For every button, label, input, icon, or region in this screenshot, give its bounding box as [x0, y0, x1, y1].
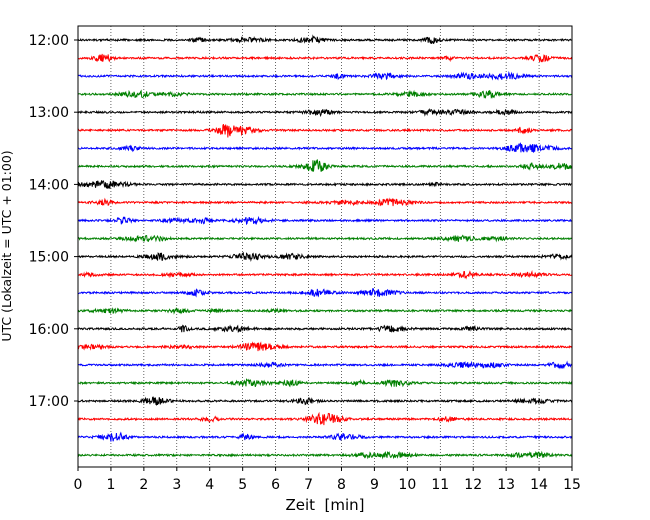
seismic-trace-1445: [77, 234, 573, 243]
y-tick-label: 16:00: [29, 322, 69, 338]
x-axis-label: Zeit [min]: [285, 496, 364, 514]
seismic-trace-1745: [77, 450, 573, 460]
seismic-trace-1530: [77, 288, 573, 298]
seismic-trace-1230: [77, 70, 573, 81]
seismic-trace-1615: [77, 341, 573, 352]
seismic-trace-1200: [77, 34, 573, 45]
y-tick-label: 12:00: [29, 33, 69, 49]
seismic-trace-1500: [77, 251, 573, 262]
x-tick-label: 14: [530, 477, 548, 493]
seismic-trace-1730: [77, 431, 573, 442]
seismic-trace-1245: [77, 89, 573, 99]
seismic-trace-1330: [77, 142, 573, 153]
plot-frame: [77, 25, 573, 468]
y-tick-label: 15:00: [29, 250, 69, 266]
seismic-trace-1345: [77, 159, 573, 172]
x-tick-label: 1: [106, 477, 115, 493]
x-tick-label: 8: [337, 477, 346, 493]
seismic-trace-1600: [77, 324, 573, 333]
seismic-trace-1415: [77, 197, 573, 207]
seismic-trace-1630: [77, 360, 573, 370]
seismic-traces: [77, 34, 573, 460]
x-tick-label: 13: [497, 477, 515, 493]
x-tick-label: 4: [205, 477, 214, 493]
seismic-trace-1715: [77, 411, 573, 426]
y-tick-label: 13:00: [29, 105, 69, 121]
x-tick-label: 7: [304, 477, 313, 493]
seismic-trace-1430: [77, 215, 573, 226]
y-axis-ticks: 12:00 13:00 14:00 15:00 16:00 17:00: [29, 33, 78, 410]
x-tick-label: 10: [398, 477, 416, 493]
x-tick-label: 12: [464, 477, 482, 493]
seismic-trace-1645: [77, 378, 573, 388]
x-tick-label: 2: [139, 477, 148, 493]
seismic-trace-1545: [77, 306, 573, 315]
seismic-trace-1400: [77, 179, 573, 189]
y-tick-label: 17:00: [29, 394, 69, 410]
x-tick-label: 3: [172, 477, 181, 493]
x-tick-label: 11: [431, 477, 449, 493]
seismic-trace-1700: [77, 396, 573, 406]
x-tick-label: 15: [563, 477, 581, 493]
x-axis-ticks: 0 1 2 3 4 5 6 7 8 9 10 11 12 13 14 15: [74, 467, 581, 493]
x-tick-label: 5: [238, 477, 247, 493]
y-tick-label: 14:00: [29, 177, 69, 193]
y-axis-label: UTC (Lokalzeit = UTC + 01:00): [0, 150, 14, 341]
seismic-trace-1215: [77, 53, 573, 63]
seismic-trace-1300: [77, 108, 573, 118]
seismic-trace-1315: [77, 123, 573, 138]
x-tick-label: 9: [370, 477, 379, 493]
x-tick-label: 6: [271, 477, 280, 493]
x-tick-label: 0: [74, 477, 83, 493]
seismic-trace-1515: [77, 269, 573, 280]
